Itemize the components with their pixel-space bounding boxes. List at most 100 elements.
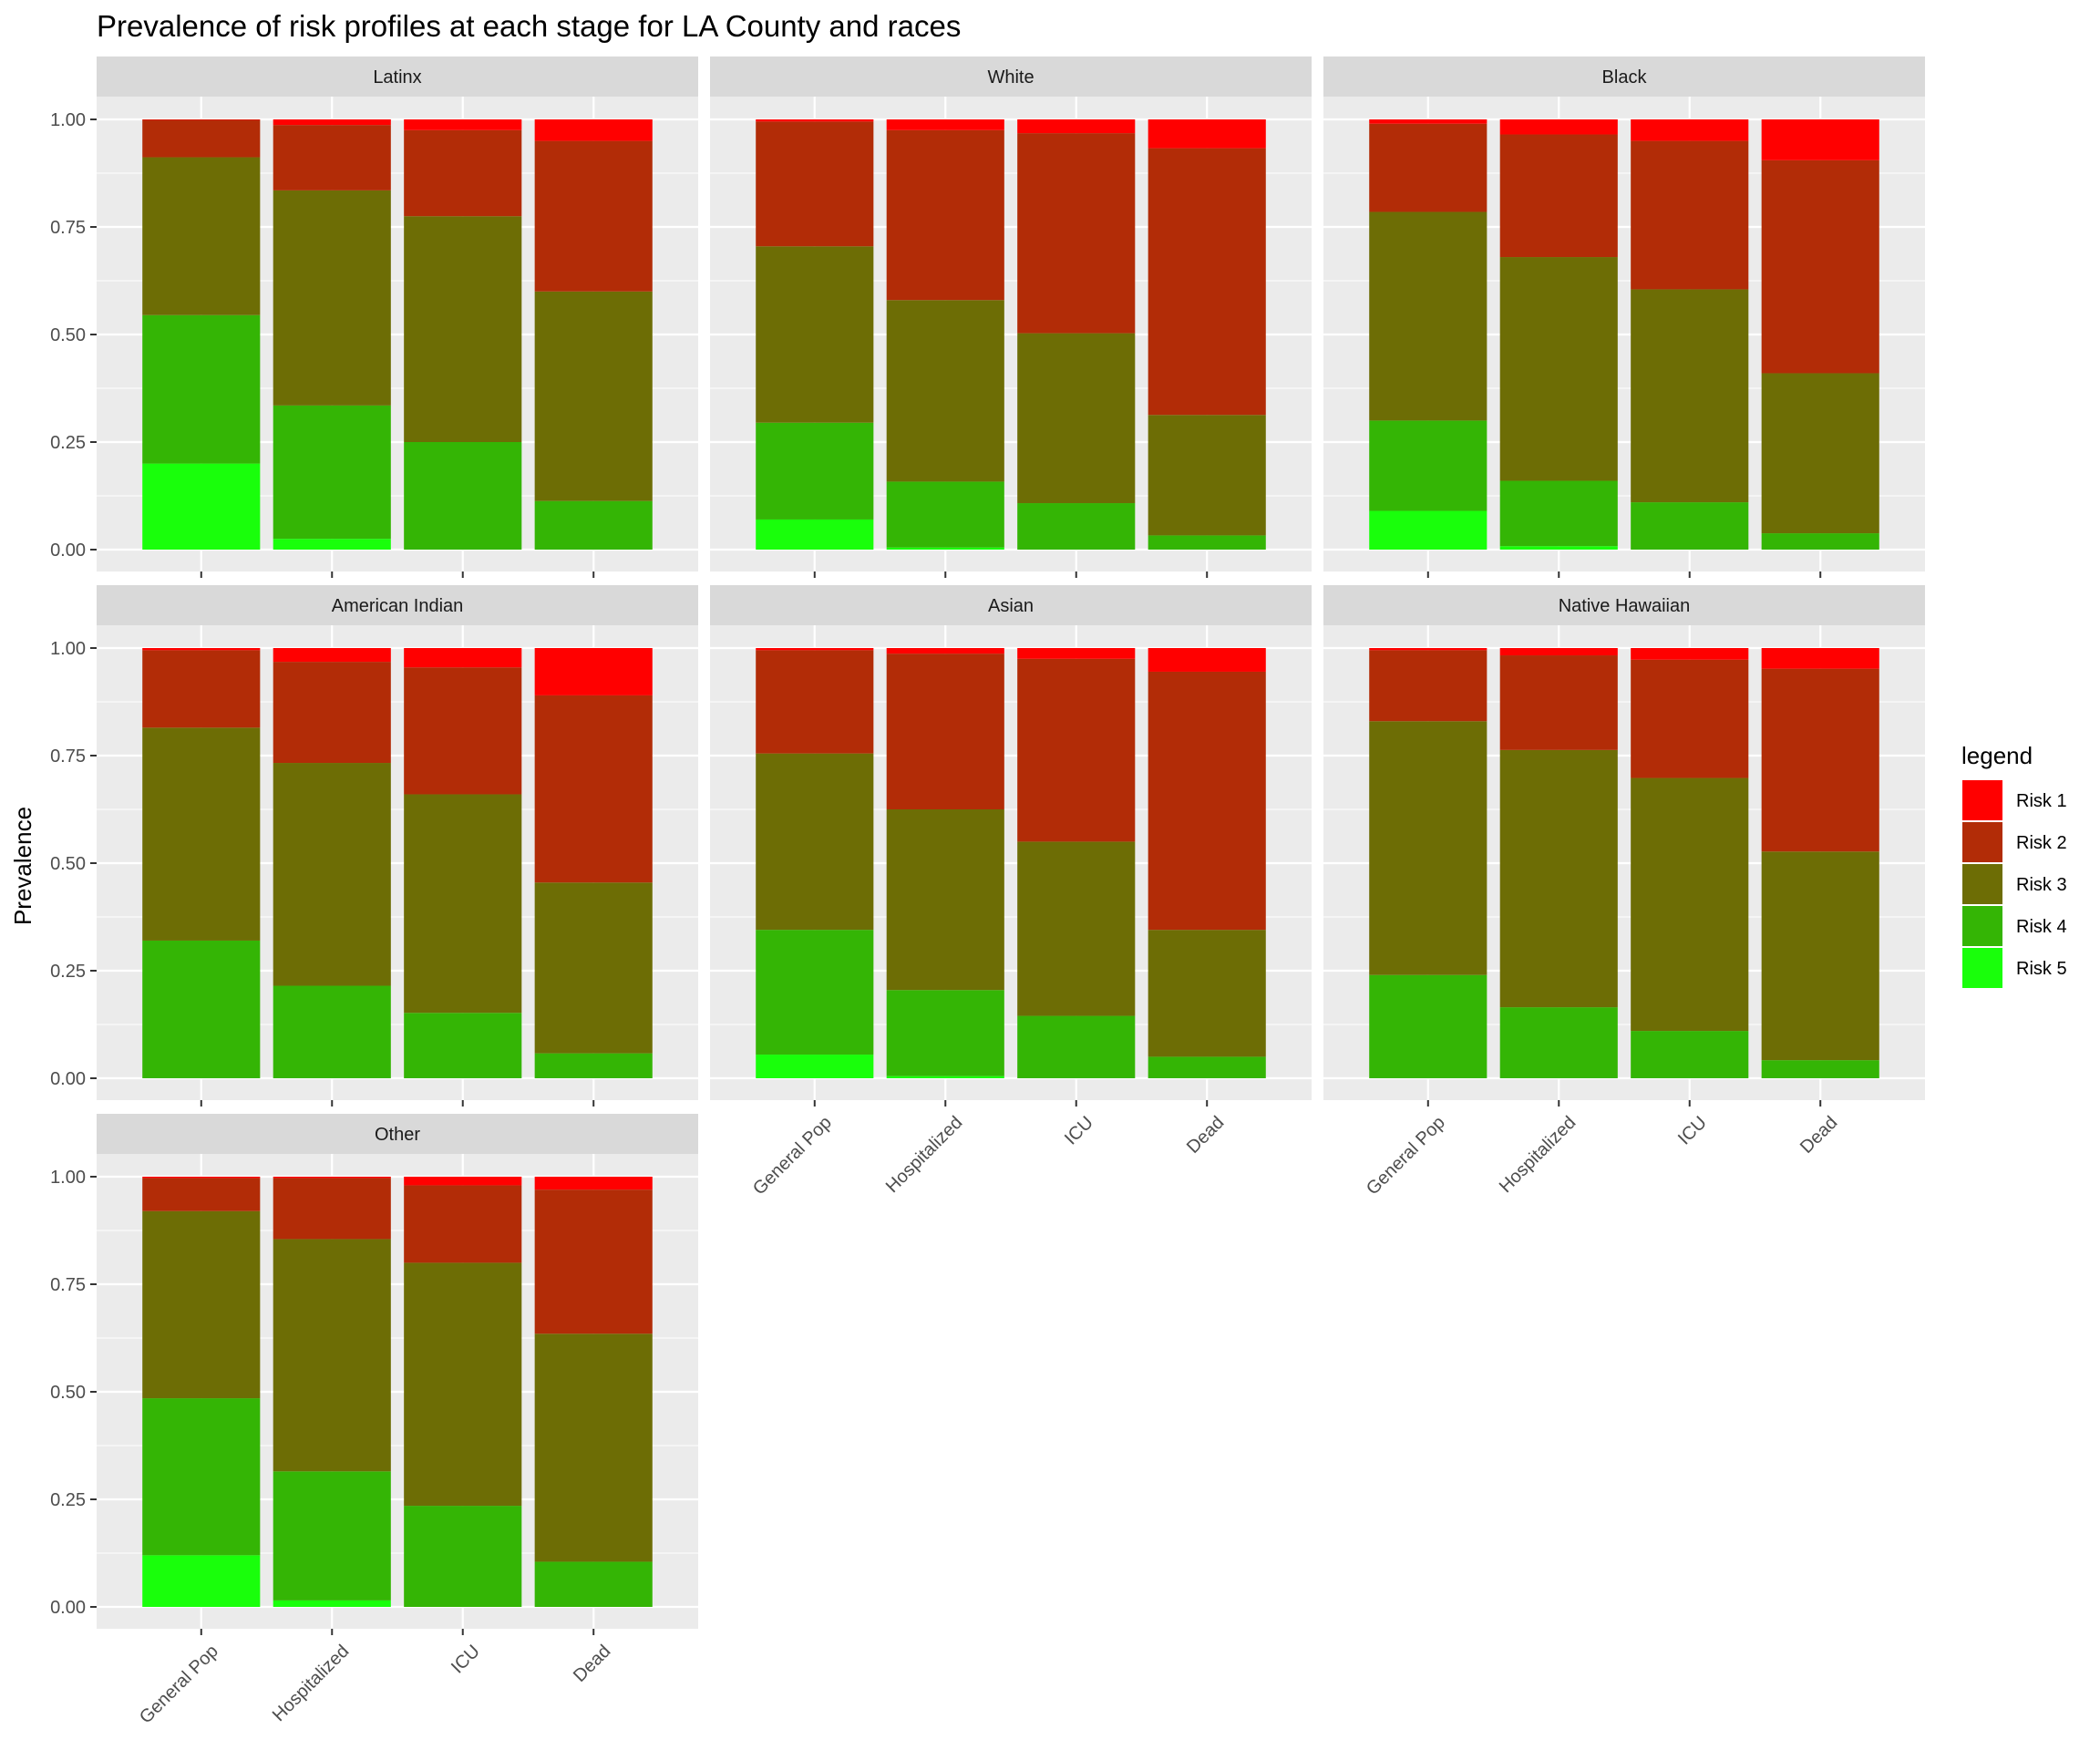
bar-segment-risk-1 bbox=[1499, 648, 1618, 656]
x-tick-label: ICU bbox=[1674, 1113, 1711, 1149]
bar-segment-risk-2 bbox=[1148, 671, 1266, 931]
bar-segment-risk-2 bbox=[273, 125, 391, 190]
bar-segment-risk-4 bbox=[534, 1053, 653, 1078]
y-tick-label: 1.00 bbox=[50, 1168, 86, 1188]
bar-segment-risk-1 bbox=[1761, 119, 1879, 160]
bar-segment-risk-3 bbox=[1369, 721, 1488, 975]
legend-title: legend bbox=[1961, 742, 2033, 769]
bar-segment-risk-4 bbox=[1017, 1015, 1136, 1078]
y-tick-label: 0.50 bbox=[50, 854, 86, 874]
bar-segment-risk-1 bbox=[534, 1177, 653, 1190]
y-tick-label: 0.00 bbox=[50, 540, 86, 561]
y-tick-label: 0.75 bbox=[50, 218, 86, 238]
legend-swatch-risk-2 bbox=[1961, 820, 2004, 864]
bar-segment-risk-4 bbox=[1499, 1007, 1618, 1078]
legend-swatch-risk-5 bbox=[1961, 946, 2004, 990]
legend-swatch-risk-1 bbox=[1961, 778, 2004, 822]
bar-segment-risk-1 bbox=[1369, 119, 1488, 124]
bar-segment-risk-5 bbox=[273, 1600, 391, 1607]
bar-segment-risk-1 bbox=[404, 119, 522, 130]
bar-segment-risk-3 bbox=[886, 300, 1004, 482]
bar-segment-risk-4 bbox=[142, 314, 261, 464]
bar-segment-risk-3 bbox=[1017, 841, 1136, 1016]
bar-segment-risk-1 bbox=[273, 648, 391, 663]
x-tick-label: General Pop bbox=[136, 1642, 222, 1728]
chart-title: Prevalence of risk profiles at each stag… bbox=[97, 9, 961, 43]
bar-segment-risk-2 bbox=[1369, 650, 1488, 722]
facet-strip bbox=[1323, 57, 1925, 97]
bar-segment-risk-5 bbox=[886, 547, 1004, 550]
y-tick-label: 1.00 bbox=[50, 639, 86, 659]
facet-strip-label: Latinx bbox=[373, 67, 421, 88]
bar-segment-risk-4 bbox=[1369, 420, 1488, 511]
bar-segment-risk-3 bbox=[1499, 257, 1618, 481]
x-tick-label: Hospitalized bbox=[1496, 1113, 1580, 1198]
bar-segment-risk-4 bbox=[142, 1398, 261, 1556]
bar-segment-risk-1 bbox=[404, 648, 522, 668]
bar-segment-risk-3 bbox=[1631, 289, 1749, 503]
bar-segment-risk-4 bbox=[1369, 974, 1488, 1078]
facet-panel: White bbox=[710, 57, 1312, 578]
bar-segment-risk-2 bbox=[1761, 160, 1879, 374]
y-axis-label: Prevalence bbox=[9, 807, 36, 925]
bar-segment-risk-2 bbox=[273, 662, 391, 764]
facet-panel: Native Hawaiian General Pop Hospitalized IC… bbox=[1323, 585, 1925, 1199]
bar-segment-risk-4 bbox=[1631, 1031, 1749, 1078]
y-tick-label: 0.25 bbox=[50, 1490, 86, 1510]
bar-segment-risk-4 bbox=[273, 405, 391, 540]
facet-panels: Latinx 0.00 0.25 0.50 0.75 1.00 White Black Amer… bbox=[50, 57, 1925, 1728]
bar-segment-risk-3 bbox=[404, 1262, 522, 1507]
bar-segment-risk-1 bbox=[886, 648, 1004, 654]
facet-panel: Latinx 0.00 0.25 0.50 0.75 1.00 bbox=[50, 57, 698, 578]
bar-segment-risk-1 bbox=[886, 119, 1004, 130]
legend-swatch-risk-4 bbox=[1961, 904, 2004, 948]
bar-segment-risk-2 bbox=[142, 1178, 261, 1211]
bar-segment-risk-1 bbox=[1631, 119, 1749, 141]
bar-segment-risk-1 bbox=[1499, 119, 1618, 135]
bar-segment-risk-4 bbox=[756, 930, 874, 1055]
y-tick-label: 1.00 bbox=[50, 110, 86, 130]
x-tick-label: Hospitalized bbox=[882, 1113, 967, 1198]
bar-segment-risk-1 bbox=[534, 119, 653, 141]
x-tick-label: Dead bbox=[1796, 1113, 1841, 1158]
bar-segment-risk-3 bbox=[534, 291, 653, 501]
bar-segment-risk-1 bbox=[1017, 648, 1136, 659]
bar-segment-risk-2 bbox=[886, 129, 1004, 301]
bar-segment-risk-1 bbox=[273, 1177, 391, 1179]
bar-segment-risk-3 bbox=[756, 246, 874, 423]
bar-segment-risk-2 bbox=[273, 1178, 391, 1240]
legend-label: Risk 3 bbox=[2016, 875, 2067, 895]
bar-segment-risk-3 bbox=[756, 753, 874, 931]
bar-segment-risk-1 bbox=[1761, 648, 1879, 669]
bar-segment-risk-4 bbox=[886, 481, 1004, 548]
legend-swatch-risk-3 bbox=[1961, 862, 2004, 906]
bar-segment-risk-1 bbox=[1148, 119, 1266, 149]
bar-segment-risk-1 bbox=[756, 648, 874, 651]
y-tick-label: 0.25 bbox=[50, 962, 86, 982]
bar-segment-risk-2 bbox=[1761, 668, 1879, 852]
legend-label: Risk 2 bbox=[2016, 833, 2067, 853]
bar-segment-risk-4 bbox=[1148, 1056, 1266, 1078]
bar-segment-risk-2 bbox=[1631, 140, 1749, 290]
y-tick-label: 0.00 bbox=[50, 1598, 86, 1618]
facet-strip bbox=[710, 585, 1312, 625]
bar-segment-risk-2 bbox=[142, 119, 261, 158]
facet-strip-label: Other bbox=[375, 1125, 420, 1145]
legend-items: Risk 1 Risk 2 Risk 3 Risk 4 Risk 5 bbox=[1961, 778, 2067, 990]
facet-strip bbox=[97, 1114, 698, 1154]
bar-segment-risk-1 bbox=[273, 119, 391, 126]
y-tick-label: 0.75 bbox=[50, 746, 86, 767]
y-tick-label: 0.50 bbox=[50, 325, 86, 345]
facet-panel: Black bbox=[1323, 57, 1925, 578]
bar-segment-risk-2 bbox=[142, 650, 261, 728]
bar-segment-risk-3 bbox=[1499, 749, 1618, 1008]
bar-segment-risk-4 bbox=[1499, 480, 1618, 547]
bar-segment-risk-4 bbox=[534, 1561, 653, 1607]
bar-segment-risk-1 bbox=[1631, 648, 1749, 660]
bar-segment-risk-3 bbox=[1631, 777, 1749, 1032]
bar-segment-risk-3 bbox=[273, 763, 391, 986]
x-tick-label: Hospitalized bbox=[269, 1642, 354, 1726]
bar-segment-risk-5 bbox=[273, 539, 391, 550]
bar-segment-risk-4 bbox=[404, 1013, 522, 1078]
